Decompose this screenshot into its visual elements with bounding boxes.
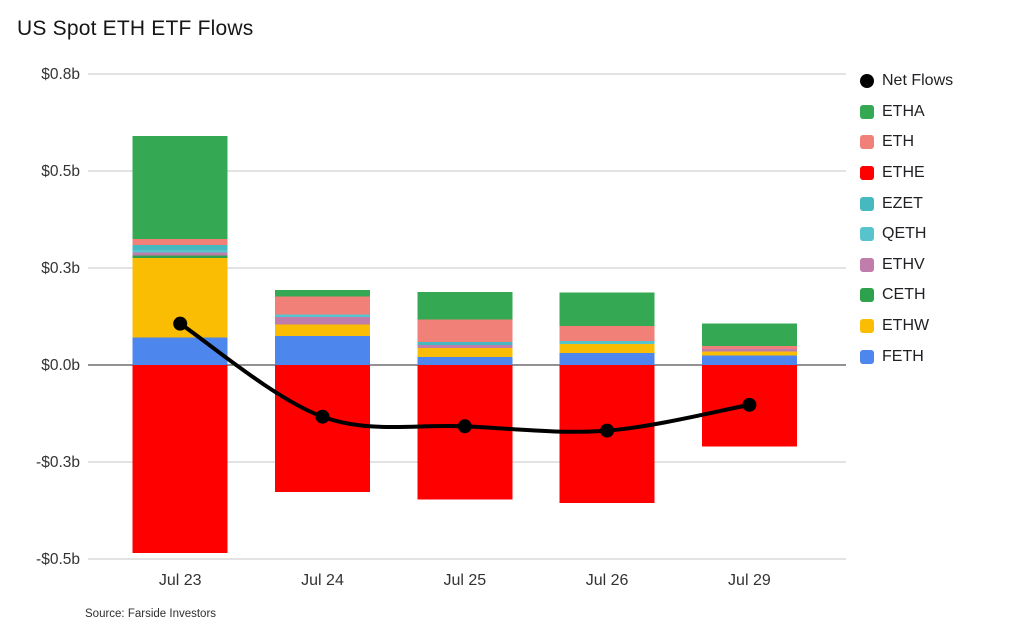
bar-segment-ethv[interactable]: Jul 23 ETHV: 7.6M (132, 252, 228, 256)
bar-segment-ezet[interactable]: Jul 23 EZET: 13.2M (132, 245, 228, 251)
bar-segment-etha[interactable]: Jul 29 ETHA: 58.2M (701, 323, 797, 346)
chart-title: US Spot ETH ETF Flows (17, 17, 254, 40)
bar-segment-etha[interactable]: Jul 24 ETHA: 17.4M (275, 289, 370, 297)
bar-segment-qeth[interactable]: Jul 23 QETH: 5.4M (132, 250, 228, 253)
legend-label: ETHE (882, 164, 925, 182)
legend-label: ETH (882, 133, 914, 151)
legend-item-feth[interactable]: FETH (860, 341, 953, 372)
bar-segment-ceth[interactable]: Jul 23 CETH: 7.5M (132, 255, 228, 259)
legend-square-swatch (860, 196, 874, 211)
legend-item-ceth[interactable]: CETH (860, 280, 953, 311)
legend-label: CETH (882, 286, 926, 304)
bar-segment-eth[interactable]: Jul 29 ETH: 7.7M (701, 345, 797, 349)
y-tick-label: $0.5b (41, 163, 80, 180)
x-category-label: Jul 24 (301, 572, 344, 589)
bar-segment-eth[interactable]: Jul 24 ETH: 45.9M (275, 296, 370, 315)
legend-label: ETHV (882, 255, 925, 273)
bar-segment-ethv[interactable]: Jul 25 ETHV: 8M (417, 344, 513, 348)
legend-item-net-flows[interactable]: Net Flows (860, 66, 953, 97)
bar-segment-eth[interactable]: Jul 25 ETH: 58.1M (417, 319, 513, 342)
bar-segment-ethe[interactable]: Jul 24 ETHE: -326.9M (275, 365, 370, 492)
legend-label: Net Flows (882, 72, 954, 90)
x-category-label: Jul 26 (586, 572, 629, 589)
net-flows-dot[interactable]: Jul 24 Net Flows: -133.3M (315, 409, 330, 424)
bar-segment-ethw[interactable]: Jul 26 ETHW: 23.2M (559, 343, 655, 353)
legend-item-ezet[interactable]: EZET (860, 188, 953, 219)
bar-segment-eth[interactable]: Jul 26 ETH: 38.7M (559, 326, 655, 342)
bar-segment-ethv[interactable]: Jul 24 ETHV: 19.8M (275, 316, 370, 325)
legend-square-swatch (860, 227, 874, 242)
legend-item-ethw[interactable]: ETHW (860, 311, 953, 342)
legend-label: ETHW (882, 317, 930, 335)
y-tick-label: -$0.3b (36, 454, 80, 471)
legend-circle-swatch (860, 74, 874, 89)
legend-label: FETH (882, 347, 924, 365)
bar-segment-ethv[interactable]: Jul 29 ETHV: 6.5M (701, 348, 797, 352)
bar-segment-etha[interactable]: Jul 25 ETHA: 70.9M (417, 291, 513, 320)
legend-square-swatch (860, 135, 874, 150)
net-flows-dot[interactable]: Jul 23 Net Flows: 106.6M (173, 316, 188, 331)
legend-item-ethe[interactable]: ETHE (860, 158, 953, 189)
bar-segment-feth[interactable]: Jul 24 FETH: 74.5M (275, 336, 370, 365)
legend-square-swatch (860, 288, 874, 303)
bar-segment-etha[interactable]: Jul 23 ETHA: 266.5M (132, 135, 228, 240)
y-tick-label: $0.8b (41, 66, 80, 83)
legend-label: QETH (882, 225, 927, 243)
legend-square-swatch (860, 166, 874, 181)
legend-square-swatch (860, 104, 874, 119)
y-tick-label: -$0.5b (36, 551, 80, 568)
legend-item-etha[interactable]: ETHA (860, 97, 953, 128)
legend-label: ETHA (882, 102, 925, 120)
bar-segment-eth[interactable]: Jul 23 ETH: 15.2M (132, 239, 228, 246)
net-flows-dot[interactable]: Jul 26 Net Flows: -169.1M (600, 423, 615, 438)
bar-segment-ethe[interactable]: Jul 23 ETHE: -484.9M (132, 365, 228, 554)
bar-segment-ethw[interactable]: Jul 25 ETHW: 23M (417, 347, 513, 357)
bar-segment-feth[interactable]: Jul 26 FETH: 31.1M (559, 352, 655, 365)
legend-square-swatch (860, 319, 874, 334)
bar-segment-ethw[interactable]: Jul 24 ETHW: 29.6M (275, 324, 370, 337)
bar-segment-qeth[interactable]: Jul 24 QETH: 6.2M (275, 314, 370, 317)
legend-label: EZET (882, 194, 923, 212)
y-tick-label: $0.0b (41, 357, 80, 374)
net-flows-dot[interactable]: Jul 25 Net Flows: -157.9M (457, 419, 472, 434)
y-tick-label: $0.3b (41, 260, 80, 277)
bar-segment-feth[interactable]: Jul 23 FETH: 71.3M (132, 337, 228, 365)
x-category-label: Jul 25 (443, 572, 486, 589)
bar-segment-ethw[interactable]: Jul 29 ETHW: 10.1M (701, 351, 797, 356)
bar-segment-ezet[interactable]: Jul 25 EZET: 7.4M (417, 341, 513, 345)
bar-segment-feth[interactable]: Jul 29 FETH: 24.8M (701, 355, 797, 365)
bar-segment-qeth[interactable]: Jul 26 QETH: 7M (559, 341, 655, 344)
x-category-label: Jul 29 (728, 572, 771, 589)
bar-segment-etha[interactable]: Jul 26 ETHA: 87.2M (559, 292, 655, 327)
bar-segment-feth[interactable]: Jul 25 FETH: 20.9M (417, 356, 513, 365)
source-note: Source: Farside Investors (85, 608, 217, 620)
legend-item-eth[interactable]: ETH (860, 127, 953, 158)
legend-square-swatch (860, 257, 874, 272)
x-category-label: Jul 23 (159, 572, 202, 589)
legend-square-swatch (860, 349, 874, 364)
legend-item-qeth[interactable]: QETH (860, 219, 953, 250)
legend: Net Flows ETHA ETH ETHE EZET QETH ETHV CETH ETHW… (860, 66, 953, 372)
legend-item-ethv[interactable]: ETHV (860, 250, 953, 281)
net-flows-dot[interactable]: Jul 29 Net Flows: -102.7M (742, 397, 757, 412)
